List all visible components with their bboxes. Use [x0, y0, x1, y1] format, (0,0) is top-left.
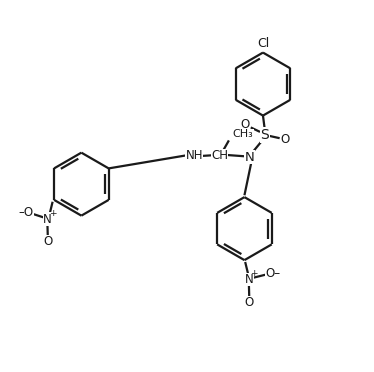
Text: +: +: [250, 269, 258, 278]
Text: –O: –O: [18, 206, 34, 219]
Text: N: N: [245, 273, 253, 286]
Text: S: S: [260, 128, 269, 142]
Text: O: O: [240, 118, 250, 131]
Text: NH: NH: [186, 150, 203, 163]
Text: Cl: Cl: [257, 36, 269, 49]
Text: N: N: [244, 151, 254, 164]
Text: N: N: [43, 213, 52, 226]
Text: O: O: [43, 235, 52, 248]
Text: CH₃: CH₃: [233, 129, 253, 140]
Text: O: O: [245, 296, 254, 309]
Text: O: O: [280, 133, 289, 146]
Text: +: +: [49, 209, 56, 218]
Text: O–: O–: [265, 267, 280, 280]
Text: CH: CH: [211, 149, 228, 162]
